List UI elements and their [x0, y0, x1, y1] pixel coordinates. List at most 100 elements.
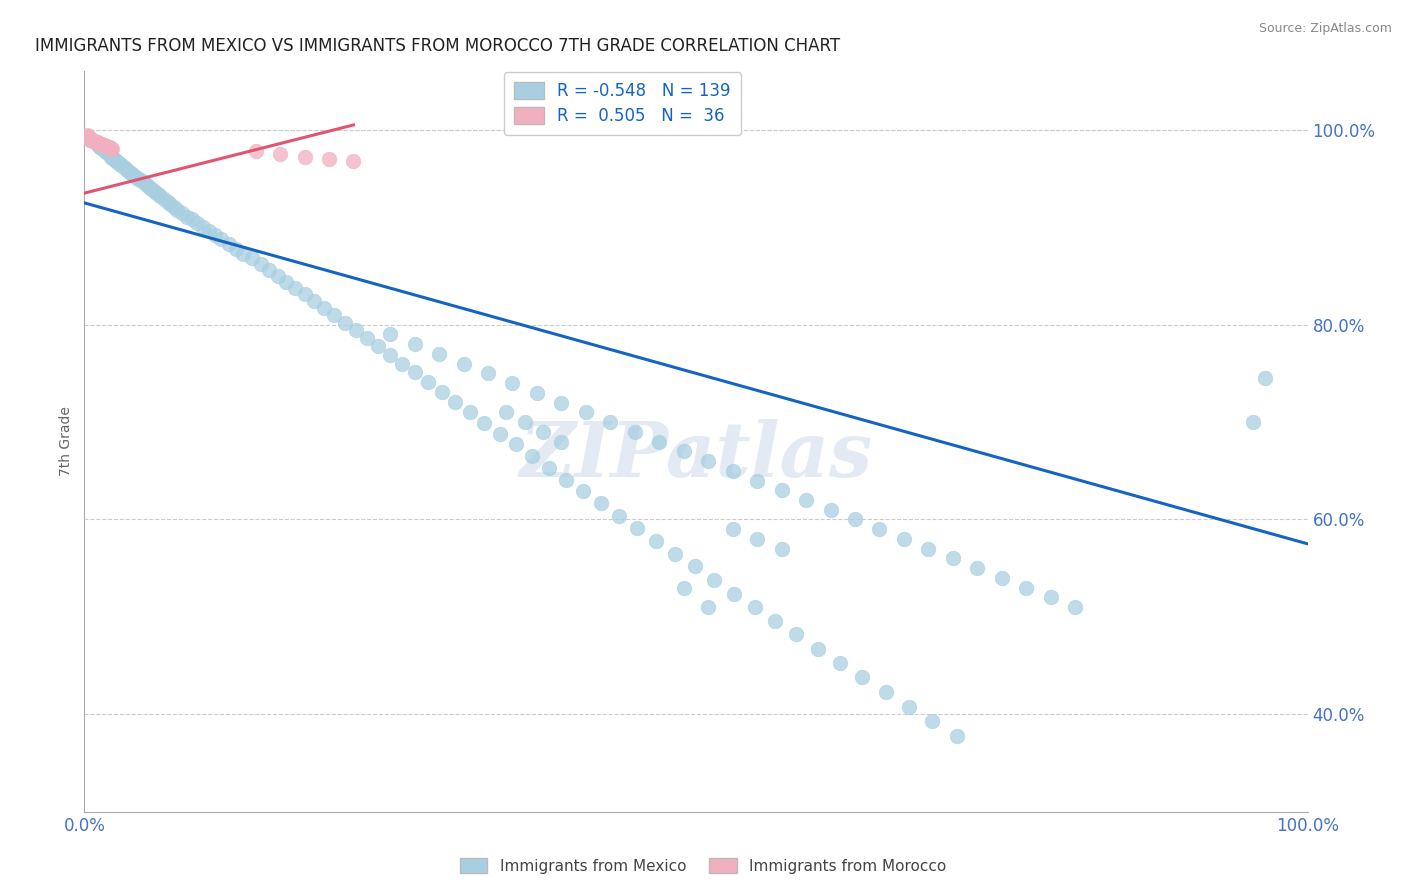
Point [100, 150, 122, 164]
Point [97, 147, 120, 161]
Text: Source: ZipAtlas.com: Source: ZipAtlas.com [1258, 22, 1392, 36]
Point [489, 426, 512, 441]
Point [93, 143, 115, 157]
Point [391, 357, 413, 371]
Point [380, 327, 402, 342]
Point [94, 139, 117, 153]
Point [589, 496, 612, 510]
Point [538, 460, 561, 475]
Point [404, 337, 426, 351]
Point [945, 729, 967, 743]
Point [356, 331, 378, 345]
Point [77, 129, 100, 144]
Point [87, 139, 110, 153]
Point [249, 257, 271, 271]
Point [186, 216, 208, 230]
Point [108, 157, 131, 171]
Point [747, 474, 769, 488]
Point [531, 425, 554, 439]
Point [269, 147, 291, 161]
Point [100, 141, 122, 155]
Point [495, 405, 517, 419]
Point [770, 483, 793, 498]
Point [322, 308, 344, 322]
Point [103, 152, 125, 166]
Point [77, 130, 100, 145]
Point [176, 210, 198, 224]
Point [427, 347, 450, 361]
Point [664, 547, 686, 561]
Point [86, 137, 108, 152]
Point [550, 395, 572, 409]
Text: ZIPatlas: ZIPatlas [519, 419, 873, 493]
Point [98, 141, 121, 155]
Point [1039, 591, 1062, 605]
Point [276, 275, 298, 289]
Point [844, 512, 866, 526]
Point [624, 425, 647, 439]
Point [294, 287, 316, 301]
Point [333, 316, 356, 330]
Text: IMMIGRANTS FROM MEXICO VS IMMIGRANTS FROM MOROCCO 7TH GRADE CORRELATION CHART: IMMIGRANTS FROM MEXICO VS IMMIGRANTS FRO… [35, 37, 841, 54]
Point [112, 160, 135, 174]
Point [240, 252, 263, 266]
Point [284, 280, 307, 294]
Point [721, 464, 744, 478]
Point [672, 581, 695, 595]
Point [770, 541, 793, 556]
Point [96, 139, 118, 153]
Point [342, 153, 364, 168]
Point [697, 600, 720, 615]
Point [98, 148, 121, 162]
Point [166, 202, 188, 217]
Point [105, 153, 128, 168]
Point [139, 181, 162, 195]
Legend: Immigrants from Mexico, Immigrants from Morocco: Immigrants from Mexico, Immigrants from … [454, 852, 952, 880]
Point [163, 200, 186, 214]
Point [132, 175, 155, 190]
Point [225, 242, 247, 256]
Point [747, 532, 769, 546]
Point [127, 171, 149, 186]
Point [367, 339, 389, 353]
Point [744, 600, 766, 615]
Point [607, 508, 630, 523]
Point [97, 140, 120, 154]
Point [304, 294, 326, 309]
Point [122, 168, 145, 182]
Point [477, 367, 499, 381]
Point [502, 376, 524, 390]
Point [453, 357, 475, 371]
Point [181, 212, 204, 227]
Point [644, 533, 666, 548]
Point [921, 714, 943, 728]
Point [89, 140, 111, 154]
Point [245, 145, 267, 159]
Point [107, 156, 129, 170]
Point [153, 192, 176, 206]
Point [80, 132, 103, 146]
Point [218, 236, 240, 251]
Point [104, 153, 127, 167]
Point [89, 137, 111, 152]
Point [125, 169, 148, 184]
Point [83, 135, 105, 149]
Point [84, 136, 107, 150]
Point [110, 158, 132, 172]
Point [555, 473, 578, 487]
Point [458, 405, 481, 419]
Point [314, 301, 336, 315]
Point [101, 142, 124, 156]
Point [129, 173, 152, 187]
Point [505, 437, 527, 451]
Point [90, 137, 112, 152]
Point [513, 415, 536, 429]
Point [79, 131, 101, 145]
Point [575, 405, 598, 419]
Point [87, 136, 110, 151]
Point [79, 132, 101, 146]
Point [869, 522, 891, 536]
Point [97, 146, 120, 161]
Point [572, 484, 595, 499]
Point [135, 178, 157, 192]
